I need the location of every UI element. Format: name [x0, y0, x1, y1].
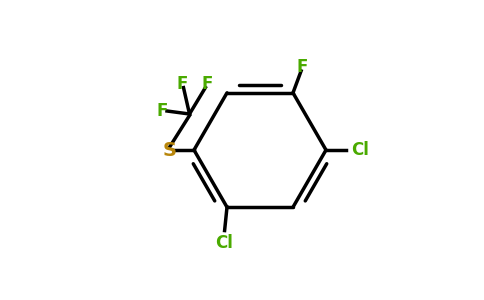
Text: F: F [201, 75, 212, 93]
Text: F: F [296, 58, 308, 76]
Text: Cl: Cl [351, 141, 369, 159]
Text: F: F [157, 102, 168, 120]
Text: Cl: Cl [215, 234, 233, 252]
Text: F: F [176, 75, 188, 93]
Text: S: S [163, 140, 177, 160]
